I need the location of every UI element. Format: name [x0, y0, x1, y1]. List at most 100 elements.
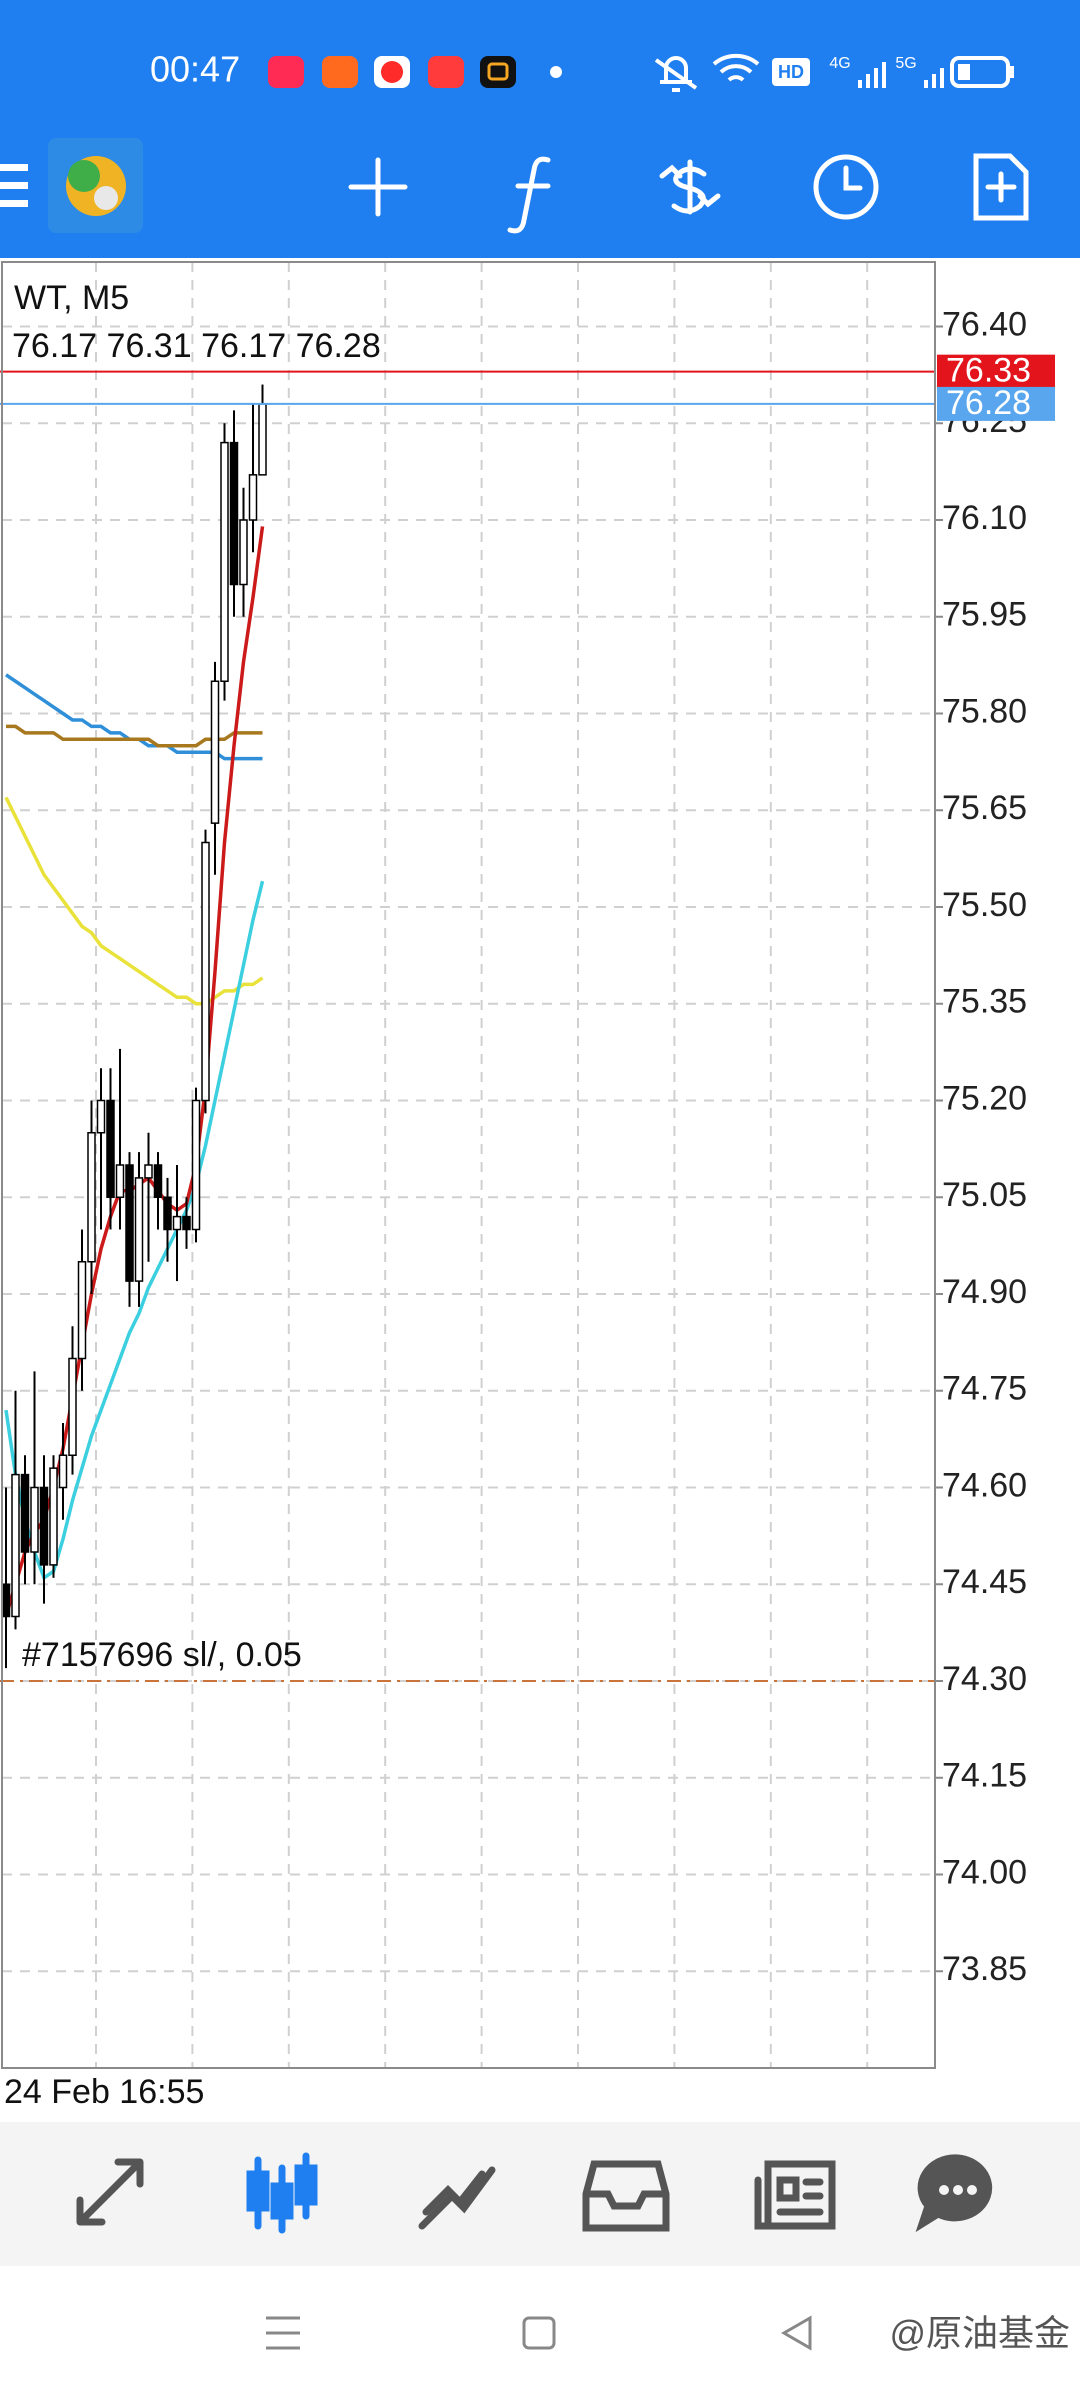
- status-time: 00:47: [150, 49, 240, 90]
- y-tick-label: 74.45: [942, 1563, 1027, 1601]
- price-label: 76.28: [946, 384, 1031, 422]
- chat-dot: [953, 2185, 963, 2195]
- candle-body: [220, 441, 229, 682]
- price-label-bg: [937, 354, 1055, 389]
- candle-body: [144, 1164, 153, 1179]
- candle-body: [20, 1473, 30, 1553]
- app-icon: [268, 56, 304, 88]
- y-tick-label: 74.00: [942, 1853, 1027, 1891]
- candle-body: [191, 1099, 201, 1231]
- signal-icon: [924, 68, 944, 88]
- ohlc-high: 76.31: [107, 327, 192, 365]
- logo-shape: [68, 160, 100, 192]
- chart-tab[interactable]: [246, 2152, 318, 2234]
- y-tick-label: 75.35: [942, 983, 1027, 1021]
- candle-body: [106, 1099, 115, 1198]
- y-tick-label: 74.75: [942, 1370, 1027, 1408]
- dot: [550, 66, 562, 78]
- y-tick-label: 75.05: [942, 1176, 1027, 1214]
- indicators-button[interactable]: [507, 156, 551, 234]
- trade-button[interactable]: [659, 159, 721, 215]
- y-tick-label: 74.60: [942, 1466, 1027, 1504]
- notification-icons: [268, 56, 562, 88]
- tab-bar: [0, 2122, 1080, 2266]
- candle-body: [68, 1357, 77, 1456]
- nav-back[interactable]: [780, 2315, 812, 2351]
- chart-frame: [1, 261, 936, 2069]
- candle-body: [210, 680, 220, 824]
- y-tick-label: 75.65: [942, 789, 1027, 827]
- nav-home[interactable]: [522, 2316, 556, 2350]
- menu-bar: [0, 200, 28, 207]
- x-tick-label: 24 Feb 16:55: [4, 2073, 204, 2111]
- y-tick-label: 74.30: [942, 1660, 1027, 1698]
- candle-body: [58, 1454, 68, 1489]
- chat-dot: [967, 2185, 977, 2195]
- candle-body: [77, 1261, 87, 1360]
- price-label-bg: [937, 386, 1055, 421]
- ohlc-close: 76.28: [296, 327, 381, 365]
- candle-body: [96, 1099, 106, 1134]
- candle-body: [87, 1132, 96, 1263]
- indicator-line: [4, 526, 265, 1617]
- candle-body: [30, 1486, 39, 1553]
- candle-body: [258, 403, 267, 476]
- y-tick-label: 76.10: [942, 499, 1027, 537]
- y-tick-label: 75.20: [942, 1079, 1027, 1117]
- candle-body: [182, 1215, 191, 1231]
- candle-body: [239, 519, 248, 586]
- logo-shape: [94, 186, 118, 210]
- tab-icon: [246, 2170, 270, 2212]
- crosshair-button[interactable]: [348, 157, 408, 217]
- history-hands: [843, 165, 863, 191]
- chat-dot: [939, 2185, 949, 2195]
- network-label: HD: [778, 62, 804, 82]
- candle-body: [248, 474, 258, 521]
- chart-layer: 76.4076.2576.1075.9575.8075.6575.5075.35…: [0, 305, 1055, 1988]
- trade-tab[interactable]: [418, 2166, 496, 2230]
- indicator-line: [4, 796, 264, 1006]
- price-label: 76.33: [946, 352, 1031, 390]
- y-tick-label: 73.85: [942, 1950, 1027, 1988]
- y-tick-label: 74.90: [942, 1273, 1027, 1311]
- indicator-line: [4, 880, 265, 1581]
- ohlc-open: 76.17: [12, 327, 97, 365]
- quotes-tab[interactable]: [76, 2158, 144, 2226]
- candle-body: [153, 1164, 163, 1198]
- app-logo[interactable]: [48, 138, 143, 233]
- chart-bg: [0, 258, 1080, 2122]
- app-bar: [0, 0, 1080, 258]
- hd-badge: [772, 58, 810, 86]
- symbol-label: WT, M5: [14, 279, 129, 317]
- candle-body: [134, 1177, 144, 1282]
- new-order-button[interactable]: [973, 153, 1029, 221]
- candle-body: [125, 1164, 134, 1282]
- history-button[interactable]: [813, 154, 879, 220]
- app-icon: [428, 56, 464, 88]
- history-tab[interactable]: [582, 2160, 670, 2232]
- menu-bar: [0, 182, 28, 189]
- candle-body: [163, 1196, 172, 1231]
- app-icon: [381, 61, 403, 83]
- app-icon: [487, 62, 509, 81]
- battery-level: [958, 64, 970, 80]
- indicator-line: [6, 724, 263, 748]
- watermark: @原油基金: [889, 2313, 1070, 2354]
- candle-body: [229, 441, 239, 586]
- nav-menu[interactable]: [266, 2316, 300, 2350]
- y-tick-label: 75.95: [942, 596, 1027, 634]
- battery-tip: [1010, 66, 1014, 78]
- tab-icon: [270, 2182, 294, 2220]
- menu-bar: [0, 164, 28, 171]
- wifi-icon: [712, 53, 760, 82]
- order-label: #7157696 sl/, 0.05: [22, 1636, 302, 1674]
- ohlc-low: 76.17: [201, 327, 286, 365]
- app-icon: [322, 56, 358, 88]
- news-tab[interactable]: [754, 2160, 836, 2230]
- mute-icon: [654, 56, 698, 92]
- tab-icon: [294, 2164, 318, 2206]
- candle-body: [11, 1473, 20, 1618]
- menu-button[interactable]: [0, 164, 28, 207]
